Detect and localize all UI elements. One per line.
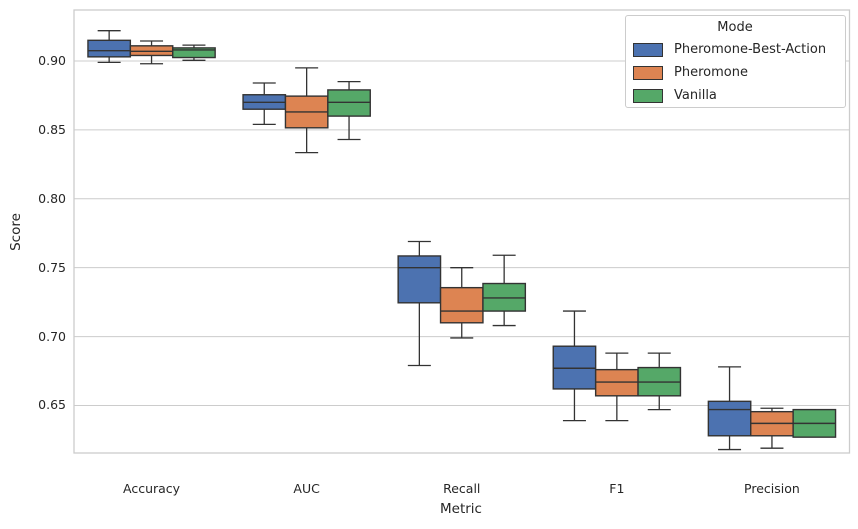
legend-swatch-icon — [633, 88, 663, 103]
legend: Mode Pheromone-Best-Action Pheromone Vanil… — [625, 15, 846, 108]
y-tick-0.70: 0.70 — [38, 328, 66, 344]
x-tick-auc: AUC — [293, 481, 320, 496]
legend-entry-vanilla: Vanilla — [633, 84, 837, 107]
x-tick-precision: Precision — [744, 481, 800, 496]
legend-entry-pheromone: Pheromone — [633, 61, 837, 84]
box-pheromone-best-action-accuracy — [87, 39, 132, 58]
x-tick-recall: Recall — [443, 481, 481, 496]
y-tick-0.65: 0.65 — [38, 397, 66, 413]
legend-swatch-icon — [633, 65, 663, 80]
legend-title: Mode — [717, 20, 753, 35]
y-tick-0.75: 0.75 — [38, 259, 66, 275]
legend-entry-label: Pheromone-Best-Action — [674, 42, 827, 57]
legend-entries: Pheromone-Best-Action Pheromone Vanilla — [633, 38, 837, 107]
legend-entry-label: Vanilla — [674, 88, 717, 103]
x-tick-accuracy: Accuracy — [123, 481, 181, 496]
box-pheromone-best-action-recall — [397, 255, 442, 304]
legend-entry-label: Pheromone — [674, 65, 748, 80]
x-tick-f1: F1 — [609, 481, 625, 496]
legend-entry-pheromone-best-action: Pheromone-Best-Action — [633, 38, 837, 61]
box-vanilla-accuracy — [172, 47, 216, 59]
y-tick-0.85: 0.85 — [38, 121, 66, 137]
box-pheromone-best-action-precision — [707, 400, 752, 437]
legend-swatch-icon — [633, 42, 663, 57]
y-tick-0.90: 0.90 — [38, 52, 66, 68]
y-axis-label: Score — [8, 213, 24, 251]
box-pheromone-recall — [439, 286, 484, 324]
y-tick-0.80: 0.80 — [38, 190, 66, 206]
axes-spines — [73, 9, 851, 454]
x-axis-label: Metric — [440, 501, 482, 517]
